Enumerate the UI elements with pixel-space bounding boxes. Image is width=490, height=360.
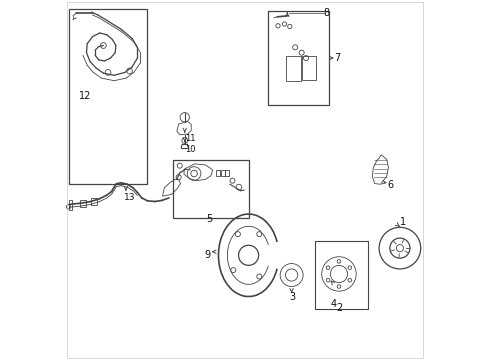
Bar [172,159,248,218]
Bar [216,170,220,176]
Text: 12: 12 [79,91,92,101]
Text: 9: 9 [204,249,210,260]
Text: 13: 13 [124,193,135,202]
Text: 11: 11 [185,134,196,143]
Bar [269,12,329,105]
Bar [315,241,368,309]
Text: 8: 8 [323,8,329,18]
Text: 3: 3 [289,292,295,302]
Bar [286,55,301,81]
Bar [80,200,86,207]
Bar [69,9,147,184]
Text: 2: 2 [336,303,342,313]
Bar [302,56,316,80]
Text: 1: 1 [400,217,406,226]
Text: 5: 5 [206,215,212,224]
Text: 6: 6 [387,180,393,190]
Text: 10: 10 [185,145,196,154]
Text: 7: 7 [334,53,340,63]
Bar [91,198,97,205]
Bar [225,170,229,176]
Bar [220,170,224,176]
Text: 4: 4 [331,299,337,309]
